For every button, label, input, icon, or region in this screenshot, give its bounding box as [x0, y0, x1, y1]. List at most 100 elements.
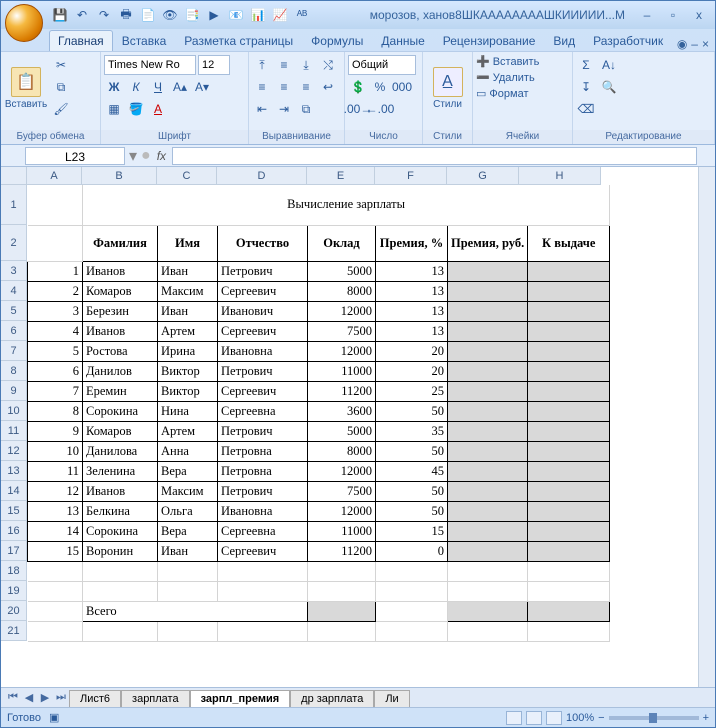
font-name-combo[interactable]: Times New Ro: [104, 55, 196, 75]
cell[interactable]: [28, 225, 83, 261]
cell[interactable]: 7500: [308, 321, 376, 341]
cell[interactable]: 12000: [308, 461, 376, 481]
cell[interactable]: 12000: [308, 341, 376, 361]
cell[interactable]: [528, 261, 610, 281]
cell[interactable]: [528, 581, 610, 601]
cell[interactable]: 14: [28, 521, 83, 541]
cell[interactable]: 50: [376, 481, 448, 501]
cell[interactable]: Иванов: [83, 261, 158, 281]
cell[interactable]: Артем: [158, 421, 218, 441]
cell[interactable]: 2: [28, 281, 83, 301]
indent-dec-button[interactable]: ⇤: [252, 99, 272, 119]
cell[interactable]: [528, 381, 610, 401]
cell[interactable]: Данилова: [83, 441, 158, 461]
cell[interactable]: Максим: [158, 481, 218, 501]
sheet-tab-1[interactable]: зарплата: [121, 690, 190, 707]
cells-insert-button[interactable]: ➕Вставить: [476, 55, 569, 68]
fill-color-button[interactable]: 🪣: [126, 99, 146, 119]
cell[interactable]: [308, 581, 376, 601]
copy-button[interactable]: ⧉: [51, 77, 71, 97]
cell[interactable]: Иванов: [83, 321, 158, 341]
cell[interactable]: 20: [376, 341, 448, 361]
cell[interactable]: [528, 301, 610, 321]
row-header-14[interactable]: 14: [1, 481, 27, 501]
cell[interactable]: [528, 441, 610, 461]
col-header-D[interactable]: D: [217, 167, 307, 185]
cell[interactable]: [448, 561, 528, 581]
cell[interactable]: 11: [28, 461, 83, 481]
cell[interactable]: Сергеевна: [218, 521, 308, 541]
cells-delete-button[interactable]: ➖Удалить: [476, 71, 569, 84]
cell[interactable]: [158, 561, 218, 581]
row-header-5[interactable]: 5: [1, 301, 27, 321]
cell[interactable]: [218, 561, 308, 581]
cell[interactable]: [218, 581, 308, 601]
cell[interactable]: 5000: [308, 421, 376, 441]
dec-dec-button[interactable]: ←.00: [370, 99, 390, 119]
cell[interactable]: [528, 561, 610, 581]
col-header-F[interactable]: F: [375, 167, 447, 185]
align-center-button[interactable]: ≡: [274, 77, 294, 97]
clear-button[interactable]: ⌫: [576, 99, 596, 119]
cell[interactable]: К выдаче: [528, 225, 610, 261]
font-size-combo[interactable]: 12: [198, 55, 230, 75]
cell[interactable]: [448, 341, 528, 361]
cell[interactable]: [308, 601, 376, 621]
row-header-15[interactable]: 15: [1, 501, 27, 521]
qat-button-8[interactable]: 📧: [226, 5, 246, 25]
cell[interactable]: Иванович: [218, 301, 308, 321]
cell[interactable]: [448, 321, 528, 341]
qat-button-1[interactable]: ↶: [72, 5, 92, 25]
cell[interactable]: Сергеевич: [218, 541, 308, 561]
cell[interactable]: 11200: [308, 541, 376, 561]
sheet-nav-prev[interactable]: ◀: [21, 691, 37, 704]
qat-button-10[interactable]: 📈: [270, 5, 290, 25]
cell[interactable]: [28, 561, 83, 581]
align-top-button[interactable]: ⤒: [252, 55, 272, 75]
borders-button[interactable]: ▦: [104, 99, 124, 119]
cell[interactable]: 13: [376, 321, 448, 341]
row-header-3[interactable]: 3: [1, 261, 27, 281]
qat-button-5[interactable]: 👁: [160, 5, 180, 25]
ribbon-tab-2[interactable]: Разметка страницы: [175, 30, 302, 51]
cell[interactable]: 7500: [308, 481, 376, 501]
view-break-button[interactable]: [546, 711, 562, 725]
cell[interactable]: 12000: [308, 301, 376, 321]
cell[interactable]: 0: [376, 541, 448, 561]
cells-format-button[interactable]: ▭Формат: [476, 87, 569, 100]
cell[interactable]: 11000: [308, 521, 376, 541]
cell[interactable]: [528, 361, 610, 381]
cell[interactable]: [308, 561, 376, 581]
cell[interactable]: Петровна: [218, 461, 308, 481]
align-bot-button[interactable]: ⤓: [296, 55, 316, 75]
col-header-E[interactable]: E: [307, 167, 375, 185]
col-header-G[interactable]: G: [447, 167, 519, 185]
col-header-A[interactable]: A: [27, 167, 82, 185]
view-layout-button[interactable]: [526, 711, 542, 725]
qat-button-2[interactable]: ↷: [94, 5, 114, 25]
cell[interactable]: Петрович: [218, 261, 308, 281]
align-left-button[interactable]: ≡: [252, 77, 272, 97]
cell[interactable]: 50: [376, 401, 448, 421]
sheet-nav-next[interactable]: ▶: [37, 691, 53, 704]
italic-button[interactable]: К: [126, 77, 146, 97]
column-headers[interactable]: ABCDEFGH: [27, 167, 601, 185]
cell[interactable]: 10: [28, 441, 83, 461]
cell[interactable]: [158, 621, 218, 641]
cell[interactable]: 1: [28, 261, 83, 281]
ribbon-tab-4[interactable]: Данные: [372, 30, 433, 51]
styles-button[interactable]: A̲ Стили: [426, 55, 469, 121]
cell[interactable]: 7: [28, 381, 83, 401]
ribbon-close-button[interactable]: ×: [702, 37, 709, 51]
cell[interactable]: Ростова: [83, 341, 158, 361]
office-button[interactable]: [5, 4, 43, 42]
cell[interactable]: Петрович: [218, 361, 308, 381]
cell[interactable]: [83, 581, 158, 601]
comma-button[interactable]: 000: [392, 77, 412, 97]
row-header-8[interactable]: 8: [1, 361, 27, 381]
cell[interactable]: 45: [376, 461, 448, 481]
fill-button[interactable]: ↧: [576, 77, 596, 97]
zoom-slider[interactable]: [609, 716, 699, 720]
cell[interactable]: 13: [28, 501, 83, 521]
cell[interactable]: Комаров: [83, 421, 158, 441]
